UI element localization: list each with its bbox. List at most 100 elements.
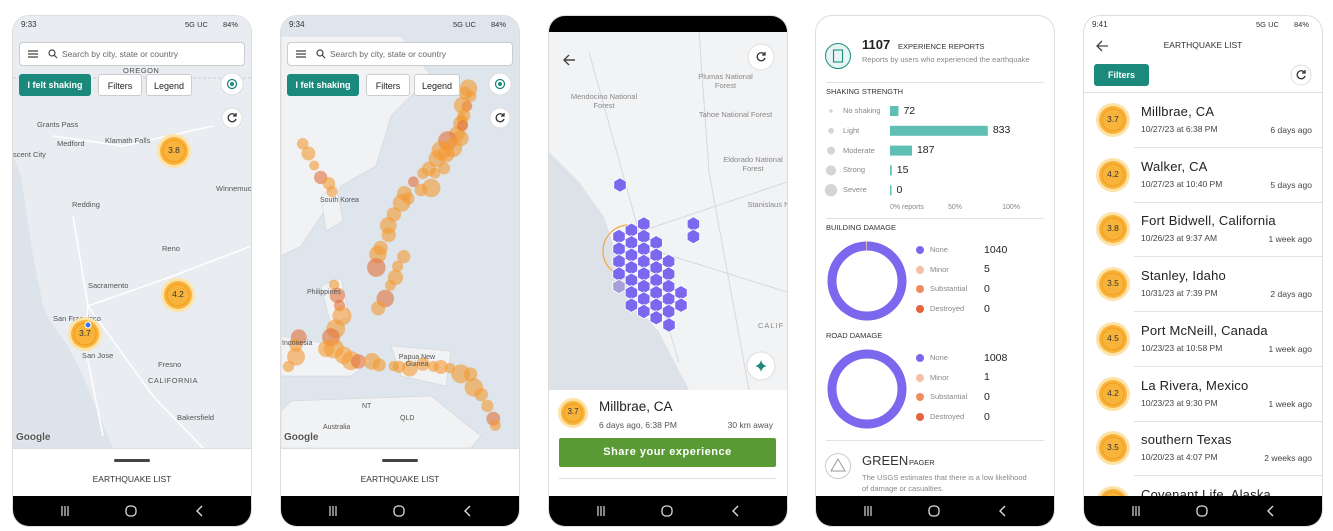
sheet-handle — [114, 459, 150, 462]
item-date: 10/26/23 at 9:37 AM — [1141, 233, 1218, 244]
bottom-sheet — [13, 448, 251, 497]
search-bar[interactable]: Search by city, state or country — [19, 42, 245, 66]
refresh-button-bg[interactable] — [747, 43, 775, 71]
quake-blob — [391, 260, 404, 273]
sparkle — [755, 360, 767, 372]
refresh-button-bg[interactable] — [489, 107, 511, 129]
search-icons — [296, 49, 326, 59]
refresh-button-bg[interactable] — [1290, 64, 1312, 86]
map-label: San Jose — [82, 351, 114, 360]
item-ago: 2 days ago — [1270, 289, 1312, 300]
item-place: Walker, CA — [1141, 158, 1208, 174]
icon-ring — [825, 43, 851, 69]
nav-bar — [281, 496, 519, 526]
map-road — [87, 245, 251, 307]
map-label: Mendocino National Forest — [570, 92, 638, 110]
magnitude-text: 3.7 — [1107, 114, 1119, 124]
nav-home[interactable] — [928, 505, 940, 517]
back-arrow[interactable] — [563, 54, 575, 66]
section-title: ROAD DAMAGE — [826, 331, 883, 340]
quake-blob — [401, 360, 418, 377]
refresh-button-bg[interactable] — [221, 107, 243, 129]
legend-swatch — [916, 265, 924, 274]
chip-button[interactable]: Filters — [366, 74, 410, 96]
divider — [1134, 475, 1322, 477]
nav-back[interactable] — [464, 505, 471, 517]
axis-label: 50% — [947, 204, 962, 211]
list-item[interactable]: 4.5 Port McNeill, Canada 10/23/23 at 10:58… — [1084, 312, 1322, 367]
quake-blob — [384, 279, 396, 291]
badge-core — [1099, 379, 1127, 408]
item-date: 10/27/23 at 6:38 PM — [1141, 124, 1218, 134]
legend-swatch — [916, 285, 924, 294]
list-item[interactable]: 3.5 southern Texas 10/20/23 at 4:07 PM 2 we… — [1084, 421, 1322, 477]
donut-chart — [827, 241, 907, 321]
nav-home[interactable] — [661, 505, 673, 517]
item-place: Port McNeill, Canada — [1141, 322, 1268, 338]
badge-inner — [1101, 327, 1125, 351]
nav-back[interactable] — [1267, 505, 1274, 517]
search-lens — [48, 49, 56, 57]
legend-value: 0 — [984, 390, 990, 403]
sheet-title[interactable]: EARTHQUAKE LIST — [360, 474, 440, 484]
quake-blob — [326, 186, 338, 198]
list-item[interactable]: 3.8 Fort Bidwell, California 10/26/23 at 9… — [1084, 202, 1322, 258]
badge-core — [164, 281, 192, 309]
status-time: 9:34 — [289, 20, 305, 29]
shaking-label: Severe — [843, 185, 867, 195]
sheet-title[interactable]: EARTHQUAKE LIST — [92, 474, 172, 484]
divider — [1134, 420, 1322, 422]
magnitude-badge — [68, 317, 102, 351]
donut-chart — [827, 349, 907, 429]
refresh-arc — [1296, 70, 1306, 80]
item-date: 10/23/23 at 10:58 PM — [1141, 342, 1223, 353]
pager-level: GREEN — [862, 453, 909, 468]
map-label: Reno — [162, 244, 180, 253]
chip-button[interactable]: Legend — [414, 74, 460, 96]
legend-swatch — [916, 354, 924, 362]
nav-back[interactable] — [196, 505, 203, 517]
shaking-value: 15 — [896, 163, 909, 176]
badge-inner — [1101, 272, 1125, 296]
map-label: Papua New Guinea — [398, 354, 436, 368]
list-item[interactable]: 4.2 Walker, CA 10/27/23 at 10:40 PM 5 days … — [1084, 148, 1322, 203]
magnitude-text: 3.5 — [1107, 278, 1119, 289]
nav-back[interactable] — [999, 505, 1006, 517]
legend-value: 5 — [984, 263, 990, 276]
share-button[interactable]: Share your experience — [559, 438, 776, 467]
badge-core — [1099, 215, 1127, 244]
shaking-value: 833 — [992, 124, 1011, 137]
nav-back[interactable] — [732, 505, 739, 517]
map-road — [698, 32, 750, 390]
legend-dot — [916, 265, 924, 274]
divider — [1134, 311, 1322, 313]
badge-inner — [1101, 217, 1125, 241]
reports-icon — [825, 43, 851, 69]
map-label: Indonesia — [282, 340, 313, 347]
item-place: Fort Bidwell, California — [1141, 213, 1276, 229]
chip-button[interactable]: Filters — [98, 74, 142, 96]
list-item[interactable]: 3.7 Millbrae, CA 10/27/23 at 6:38 PM 6 days… — [1084, 93, 1322, 148]
filters-button[interactable]: Filters — [1094, 64, 1149, 86]
quake-blob — [366, 258, 386, 277]
quake-blob — [381, 227, 396, 243]
legend-value: 0 — [984, 282, 990, 295]
chip-button[interactable]: I felt shaking — [287, 74, 359, 96]
back-arrow[interactable] — [1096, 40, 1108, 52]
list-item[interactable]: 4.2 La Rivera, Mexico 10/23/23 at 9:30 PM 1… — [1084, 367, 1322, 422]
magnitude-text: 4.2 — [172, 289, 184, 299]
map-label: Tahoe National Forest — [698, 110, 773, 119]
event-distance: 30 km away — [727, 420, 773, 430]
item-ago: 1 week ago — [1268, 343, 1312, 354]
chip-button[interactable]: Legend — [146, 74, 192, 96]
map-land — [281, 395, 482, 448]
nav-home[interactable] — [1196, 505, 1208, 517]
list-item[interactable]: 3.5 Stanley, Idaho 10/31/23 at 7:39 PM 2 da… — [1084, 257, 1322, 313]
nav-bg — [549, 496, 787, 526]
magnitude-badge — [1096, 103, 1130, 137]
search-bar[interactable]: Search by city, state or country — [287, 42, 513, 66]
nav-home[interactable] — [393, 505, 405, 517]
nav-home[interactable] — [125, 505, 137, 517]
locate-dot — [230, 82, 234, 86]
chip-button[interactable]: I felt shaking — [19, 74, 91, 96]
